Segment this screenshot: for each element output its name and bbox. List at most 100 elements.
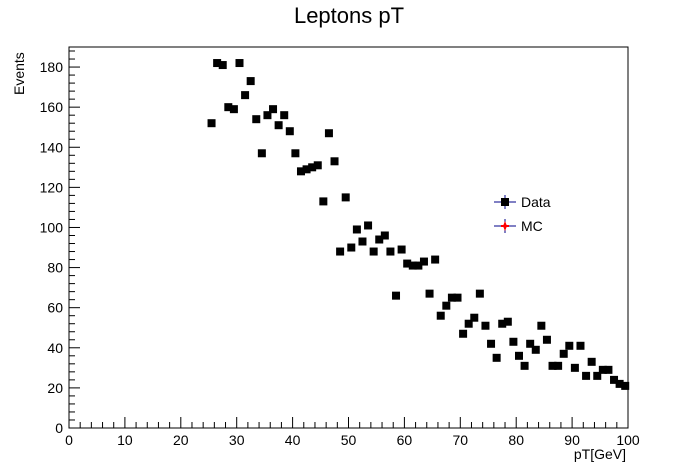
data-point <box>548 361 557 370</box>
x-tick-label: 60 <box>397 432 413 448</box>
data-points <box>207 59 630 390</box>
data-point <box>380 231 389 240</box>
data-point <box>213 59 222 68</box>
data-point <box>347 243 356 252</box>
legend-label-mc: MC <box>521 218 543 234</box>
x-axis: 0 10 20 30 40 50 60 70 80 90 100 <box>65 417 640 448</box>
data-point <box>324 129 333 138</box>
data-point <box>308 163 317 172</box>
y-tick-label: 20 <box>47 380 63 396</box>
data-point <box>470 313 479 322</box>
legend: Data MC <box>490 190 590 238</box>
data-point <box>414 261 423 270</box>
y-tick-label: 120 <box>40 179 64 195</box>
data-point <box>481 321 490 330</box>
data-point <box>425 289 434 298</box>
x-tick-label: 70 <box>453 432 469 448</box>
data-point <box>336 247 345 256</box>
data-point <box>442 301 451 310</box>
data-point <box>207 119 216 128</box>
x-tick-label: 90 <box>564 432 580 448</box>
data-point <box>593 371 602 380</box>
data-point <box>598 365 607 374</box>
data-point <box>274 121 283 130</box>
legend-label-data: Data <box>521 194 551 210</box>
data-point <box>285 127 294 136</box>
data-point <box>341 193 350 202</box>
data-point <box>559 349 568 358</box>
data-point <box>419 257 428 266</box>
data-point <box>520 361 529 370</box>
data-point <box>330 157 339 166</box>
data-point <box>375 235 384 244</box>
chart-title: Leptons pT <box>293 3 405 28</box>
x-axis-label: pT[GeV] <box>573 446 626 462</box>
data-point <box>319 197 328 206</box>
y-axis: 0 20 40 60 80 100 120 140 160 180 <box>40 50 80 436</box>
data-point <box>403 259 412 268</box>
data-point <box>397 245 406 254</box>
data-point <box>358 237 367 246</box>
data-point <box>531 345 540 354</box>
data-point <box>459 329 468 338</box>
data-point <box>604 365 613 374</box>
data-point <box>386 247 395 256</box>
data-point <box>252 115 261 124</box>
x-tick-label: 50 <box>341 432 357 448</box>
data-point <box>526 339 535 348</box>
data-point <box>431 255 440 264</box>
legend-item-mc: MC <box>490 214 590 238</box>
x-tick-label: 0 <box>65 432 73 448</box>
data-point <box>269 105 278 114</box>
data-point <box>570 363 579 372</box>
data-point <box>610 375 619 384</box>
data-point <box>537 321 546 330</box>
data-point <box>364 221 373 230</box>
y-axis-label: Events <box>11 52 27 95</box>
data-point <box>263 111 272 120</box>
data-point <box>453 293 462 302</box>
data-point <box>229 105 238 114</box>
data-point <box>224 103 233 112</box>
data-point <box>352 225 361 234</box>
data-point <box>302 165 311 174</box>
data-point <box>280 111 289 120</box>
x-tick-label: 40 <box>285 432 301 448</box>
y-tick-label: 40 <box>47 340 63 356</box>
data-point <box>241 91 250 100</box>
data-point <box>257 149 266 158</box>
data-point <box>436 311 445 320</box>
data-point <box>447 293 456 302</box>
data-point <box>582 371 591 380</box>
data-point <box>542 335 551 344</box>
data-point <box>475 289 484 298</box>
data-point <box>503 317 512 326</box>
y-tick-label: 180 <box>40 59 64 75</box>
data-point <box>392 291 401 300</box>
legend-marker-data <box>494 195 516 209</box>
data-point <box>313 161 322 170</box>
y-tick-label: 80 <box>47 260 63 276</box>
data-point <box>587 357 596 366</box>
y-tick-label: 160 <box>40 99 64 115</box>
data-point <box>498 319 507 328</box>
data-point <box>492 353 501 362</box>
x-tick-label: 20 <box>173 432 189 448</box>
data-point <box>615 379 624 388</box>
y-tick-label: 100 <box>40 219 64 235</box>
y-tick-label: 60 <box>47 300 63 316</box>
data-point <box>554 361 563 370</box>
data-point <box>246 77 255 86</box>
x-tick-label: 10 <box>117 432 133 448</box>
x-tick-label: 30 <box>229 432 245 448</box>
data-point <box>621 381 630 390</box>
legend-marker-mc <box>494 219 516 233</box>
legend-item-data: Data <box>490 190 590 214</box>
data-point <box>296 167 305 176</box>
data-point <box>369 247 378 256</box>
data-point <box>565 341 574 350</box>
data-point <box>464 319 473 328</box>
data-point <box>487 339 496 348</box>
data-point <box>576 341 585 350</box>
